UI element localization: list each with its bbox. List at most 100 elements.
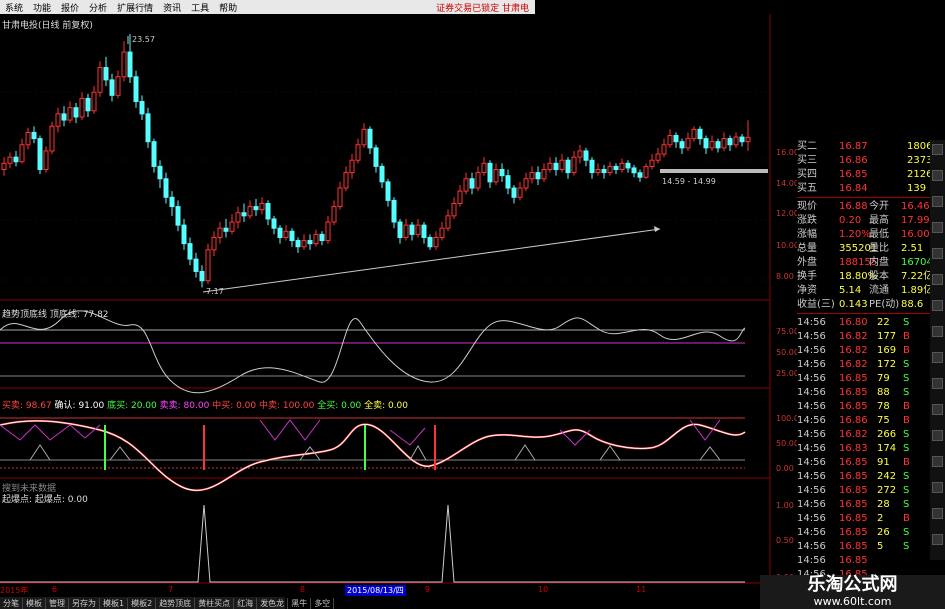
scroll-button[interactable]: [932, 196, 943, 207]
osc2-label-b: 确认: 91.00: [54, 401, 105, 411]
scroll-button[interactable]: [932, 430, 943, 441]
tick-price: 16.85: [839, 555, 868, 566]
quote-value: 16.00: [901, 229, 930, 240]
price-axis-label: 10.00: [776, 241, 799, 250]
candle-down: [397, 221, 403, 238]
candle-down: [739, 136, 745, 143]
tick-row: 14:56 16.82 177 B: [797, 330, 934, 343]
bottom-tab-8[interactable]: 红海: [234, 597, 258, 609]
scroll-button[interactable]: [932, 300, 943, 311]
orderbook-price: 16.87: [839, 141, 868, 152]
bottom-tab-9[interactable]: 发色龙: [257, 597, 289, 609]
menu-item-0[interactable]: 系统: [5, 3, 24, 14]
candle-up: [667, 135, 673, 146]
menu-item-5[interactable]: 资讯: [163, 3, 182, 14]
candle-down: [139, 101, 145, 115]
candle-down: [241, 212, 247, 217]
tick-volume: 5: [877, 541, 884, 552]
scroll-button[interactable]: [932, 326, 943, 337]
tick-side: S: [903, 485, 910, 496]
bottom-tab-11[interactable]: 多空: [311, 597, 335, 609]
quote-panel: 买二 16.87 1806 买三 16.86 2373 买四 16.85 2126 买五 16.84…: [797, 138, 945, 608]
bottom-tab-1[interactable]: 模板: [23, 597, 46, 609]
orderbook-row: 买四 16.85 2126: [797, 168, 934, 181]
menu-item-3[interactable]: 分析: [89, 3, 108, 14]
osc2-axis-label: 0.00: [776, 464, 794, 473]
tick-time: 14:56: [797, 471, 826, 482]
scroll-button[interactable]: [932, 170, 943, 181]
candle-up: [313, 233, 319, 245]
scroll-button[interactable]: [932, 222, 943, 233]
scroll-button[interactable]: [932, 378, 943, 389]
quote-label: 涨幅: [797, 229, 817, 240]
bottom-tab-2[interactable]: 管理: [46, 597, 69, 609]
quote-row: 换手 18.80% 股本 7.22亿: [797, 270, 934, 283]
quote-label: 现价: [797, 201, 817, 212]
quote-value: 88.6: [901, 299, 924, 310]
candle-up: [25, 131, 31, 146]
scroll-button[interactable]: [932, 352, 943, 363]
orderbook-row: 买五 16.84 139: [797, 182, 934, 195]
scroll-button[interactable]: [932, 508, 943, 519]
scroll-button[interactable]: [932, 404, 943, 415]
candle-down: [613, 165, 619, 170]
candle-up: [235, 212, 241, 223]
candle-up: [571, 156, 577, 174]
scroll-button[interactable]: [932, 144, 943, 155]
candle-down: [535, 172, 541, 180]
bottom-tab-0[interactable]: 分笔: [0, 597, 23, 609]
tick-time: 14:56: [797, 568, 826, 581]
candle-up: [355, 144, 361, 161]
osc2-label-d: 卖卖: 80.00: [159, 401, 210, 411]
bottom-tab-6[interactable]: 趋势顶底: [156, 597, 196, 609]
candle-up: [721, 138, 727, 149]
bottom-tab-7[interactable]: 黄柱买点: [195, 597, 235, 609]
bottom-tabs: 分笔 模板 管理 另存为 模板1 模板2 趋势顶底 黄柱买点 红海 发色龙 黑牛 多空: [0, 597, 335, 609]
candle-up: [685, 138, 691, 149]
tick-volume: 266: [877, 429, 897, 440]
menu-item-4[interactable]: 扩展行情: [117, 3, 154, 14]
osc3-label-2: 起爆点: 起爆点: 0.00: [2, 495, 88, 505]
candle-down: [673, 135, 679, 143]
menu-item-1[interactable]: 功能: [33, 3, 52, 14]
right-scrollbar[interactable]: [930, 140, 945, 560]
scroll-button[interactable]: [932, 456, 943, 467]
osc2-line-white: [0, 420, 746, 491]
trade-lock-notice[interactable]: 证券交易已锁定 甘肃电: [436, 3, 529, 14]
candle-down: [703, 138, 709, 149]
menu-item-2[interactable]: 报价: [61, 3, 80, 14]
quote-value: 18.80%: [839, 271, 878, 282]
bottom-tab-4[interactable]: 模板1: [100, 597, 129, 609]
bottom-tab-10[interactable]: 黑牛: [288, 597, 312, 609]
tick-row: 14:56 16.85: [797, 568, 934, 581]
osc2-signal-purple: [0, 419, 721, 446]
tick-side: S: [903, 471, 910, 482]
scroll-button[interactable]: [932, 534, 943, 545]
tick-price: 16.85: [839, 401, 868, 412]
tick-time: 14:56: [797, 555, 826, 566]
scroll-button[interactable]: [932, 248, 943, 259]
bottom-tab-3[interactable]: 另存为: [69, 597, 100, 609]
quote-value: 1.89亿: [901, 285, 934, 296]
tick-side: S: [903, 527, 910, 538]
osc2-axis-label: 50.00: [776, 439, 799, 448]
tick-row: 14:56 16.80 22 S: [797, 316, 934, 329]
quote-value: 188155: [839, 257, 878, 268]
orderbook-volume: 1806: [907, 141, 933, 152]
tick-side: S: [903, 429, 910, 440]
bottom-tab-5[interactable]: 模板2: [128, 597, 157, 609]
tick-price: 16.80: [839, 317, 868, 328]
scroll-button[interactable]: [932, 482, 943, 493]
tick-time: 14:56: [797, 527, 826, 538]
tick-price: 16.85: [839, 527, 868, 538]
tick-time: 14:56: [797, 387, 826, 398]
quote-label: 内盘: [869, 257, 889, 268]
menu-item-7[interactable]: 帮助: [219, 3, 238, 14]
quote-label: 最低: [869, 229, 889, 240]
quote-label: 收益(三): [797, 299, 835, 310]
scroll-button[interactable]: [932, 274, 943, 285]
menu-item-6[interactable]: 工具: [191, 3, 210, 14]
quote-value: 7.22亿: [901, 271, 934, 282]
orderbook-price: 16.85: [839, 169, 868, 180]
